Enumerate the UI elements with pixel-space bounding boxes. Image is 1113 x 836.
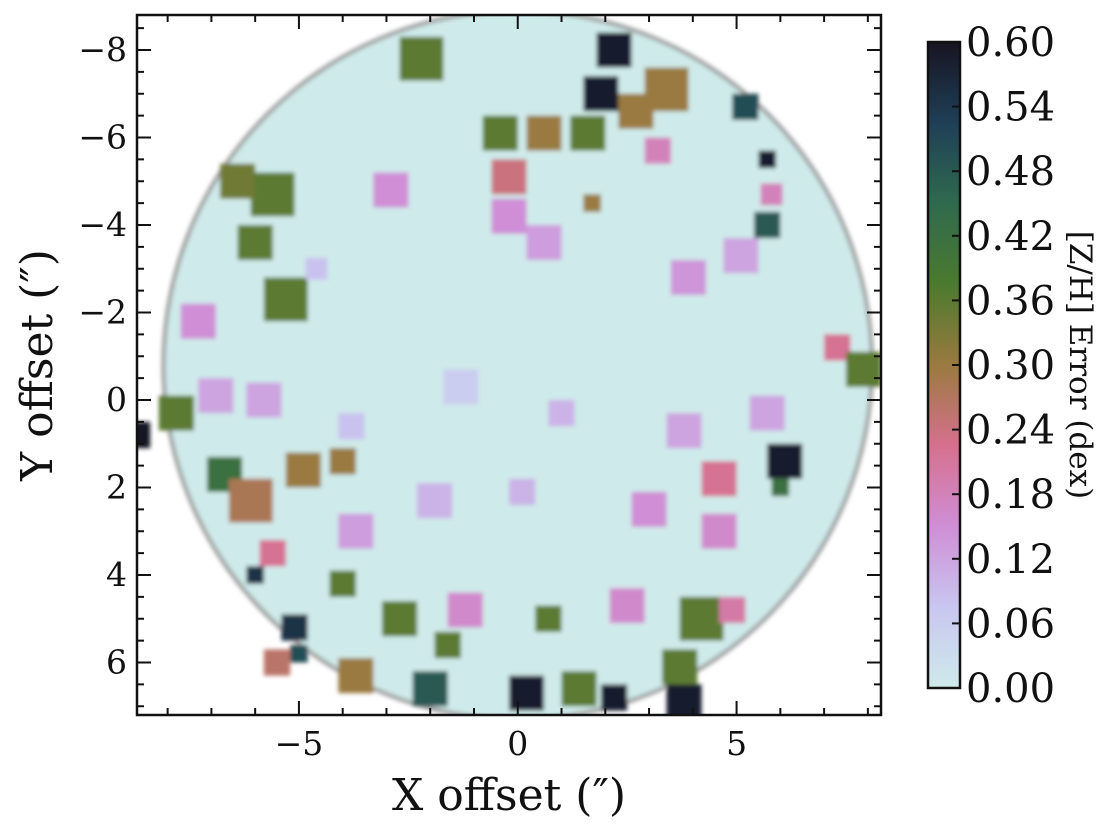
colorbar-tick-label: 0.12 — [966, 537, 1055, 583]
map-bin — [596, 32, 632, 68]
map-bin — [666, 684, 702, 715]
map-bin — [399, 36, 444, 81]
map-bin — [666, 413, 702, 449]
map-bin — [198, 378, 234, 414]
colorbar-tick-label: 0.06 — [966, 601, 1055, 647]
map-bin — [644, 137, 671, 164]
map-bin — [329, 448, 356, 475]
map-bin — [285, 452, 321, 488]
colorbar-ticks: 0.00 0.06 0.12 0.18 0.24 0.30 0.36 0.42 0.48 0.54… — [952, 20, 1055, 712]
map-bin — [732, 93, 759, 120]
map-bin — [526, 115, 562, 151]
map-bin — [329, 570, 356, 597]
map-bin — [434, 631, 461, 659]
colorbar-tick-label: 0.36 — [966, 278, 1055, 324]
map-bin — [443, 369, 479, 405]
map-bin — [491, 198, 527, 234]
map-bin — [767, 443, 803, 479]
map-bin — [259, 540, 286, 567]
map-bin — [250, 172, 295, 217]
colorbar-tick-label: 0.42 — [966, 214, 1055, 260]
map-bin — [535, 605, 562, 632]
ticks-layer: −5 0 5 −8 −6 −4 −2 0 2 4 6 — [78, 15, 881, 763]
map-bin — [701, 461, 737, 497]
colorbar-tick-label: 0.18 — [966, 472, 1055, 518]
map-bin — [263, 277, 308, 322]
map-bin — [491, 159, 527, 195]
map-bin — [228, 478, 273, 523]
colorbar-tick-label: 0.30 — [966, 343, 1055, 389]
colorbar-tick-label: 0.24 — [966, 408, 1055, 454]
map-bin — [631, 491, 667, 527]
map-bin — [305, 257, 328, 280]
colorbar-tick-label: 0.00 — [966, 666, 1055, 712]
bins-layer — [137, 32, 881, 715]
map-bin — [281, 614, 308, 641]
map-bin — [749, 395, 785, 431]
y-tick-label: 2 — [106, 468, 127, 507]
map-bin — [246, 566, 264, 584]
map-bin — [158, 395, 194, 431]
map-bin — [382, 601, 418, 637]
map-bin — [526, 225, 562, 260]
map-bin — [338, 658, 374, 694]
map-bin — [338, 513, 374, 549]
map-bin — [237, 225, 273, 260]
map-bin — [662, 649, 698, 685]
x-tick-label: 5 — [726, 724, 747, 763]
colorbar-tick-label: 0.60 — [966, 20, 1055, 66]
map-bin — [548, 400, 575, 427]
map-bin — [845, 351, 881, 387]
map-bin — [338, 413, 365, 440]
x-tick-label: 0 — [507, 724, 528, 763]
map-bin — [509, 675, 545, 711]
map-bin — [609, 588, 645, 624]
y-tick-label: −2 — [78, 293, 127, 332]
map-bin — [412, 671, 448, 707]
map-bin — [618, 93, 654, 129]
map-bin — [561, 671, 597, 707]
plot-frame — [135, 13, 883, 717]
map-bin — [771, 478, 790, 497]
y-tick-label: −4 — [78, 205, 127, 244]
map-bin — [246, 382, 282, 418]
map-bin — [758, 150, 776, 169]
y-tick-label: −6 — [78, 118, 127, 157]
map-bin — [137, 421, 151, 449]
map-bin — [482, 115, 518, 151]
map-bin — [220, 163, 256, 199]
map-bin — [723, 238, 759, 274]
map-bin — [290, 645, 308, 663]
map-bin — [180, 303, 216, 339]
y-tick-label: 0 — [106, 380, 127, 419]
y-axis-label: Y offset (″) — [12, 249, 63, 482]
x-tick-label: −5 — [275, 724, 324, 763]
map-bin — [701, 513, 737, 549]
map-bin — [417, 483, 453, 519]
map-bin — [583, 76, 619, 112]
colorbar-tick-label: 0.48 — [966, 149, 1055, 195]
map-bin — [570, 115, 606, 151]
colorbar: 0.00 0.06 0.12 0.18 0.24 0.30 0.36 0.42 0.48 0.54… — [926, 20, 1098, 712]
colorbar-label: [Z/H] Error (dex) — [1062, 231, 1098, 500]
map-layer — [137, 15, 881, 715]
map-bin — [447, 592, 483, 628]
map-bin — [373, 172, 409, 208]
map-bin — [583, 194, 601, 212]
y-tick-label: −8 — [78, 30, 127, 69]
map-bin — [263, 649, 291, 676]
y-tick-label: 4 — [106, 555, 127, 594]
map-bin — [719, 596, 746, 624]
map-bin — [760, 183, 783, 206]
y-tick-label: 6 — [106, 643, 127, 682]
colorbar-tick-label: 0.54 — [966, 85, 1055, 131]
x-axis-label: X offset (″) — [392, 770, 626, 821]
map-bin — [679, 596, 724, 641]
map-bin — [670, 260, 706, 295]
map-bin — [509, 478, 536, 505]
map-bin — [754, 211, 781, 239]
map-bin — [600, 684, 628, 711]
